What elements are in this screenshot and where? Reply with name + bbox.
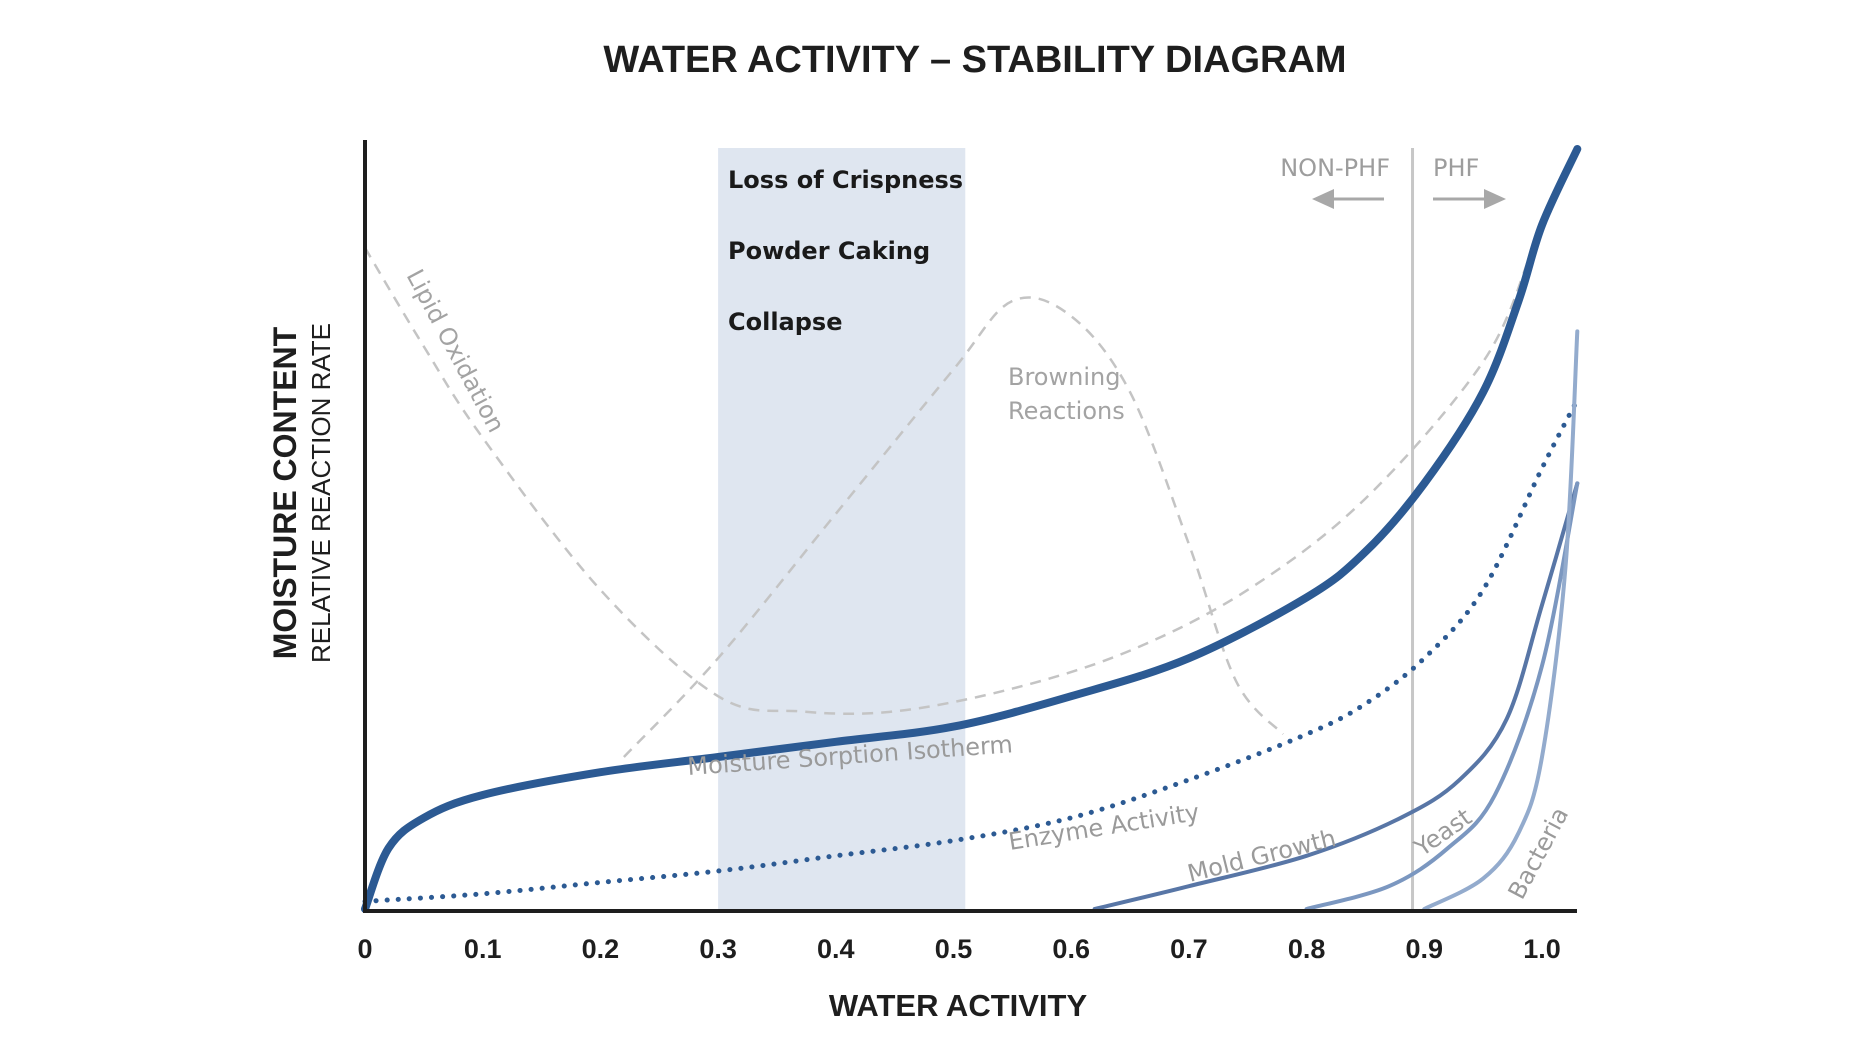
y-axis-title: MOISTURE CONTENT [267,326,303,659]
x-tick-layer: 0 0.1 0.2 0.3 0.4 0.5 0.6 0.7 0.8 0.9 1.0 [357,934,1560,964]
x-axis-title: WATER ACTIVITY [829,988,1088,1023]
y-axis-subtitle: RELATIVE REACTION RATE [306,323,336,663]
series-lipid-oxidation [363,247,1532,716]
x-tick-label: 0.5 [935,934,973,964]
band-label-crispness: Loss of Crispness [728,166,963,194]
series-layer [361,145,1582,913]
band-label-caking: Powder Caking [728,237,930,265]
bacteria-curve-label: Bacteria [1503,803,1575,904]
mold-curve-label: Mold Growth [1185,824,1339,888]
x-tick-label: 0 [357,934,372,964]
series-moisture-sorption-isotherm [361,145,1582,913]
x-tick-label: 0.7 [1170,934,1208,964]
series-bacteria [1422,329,1580,911]
x-tick-label: 0.2 [582,934,620,964]
lipid-curve-label: Lipid Oxidation [401,265,510,438]
non-phf-arrow-icon [1312,189,1384,209]
x-tick-label: 1.0 [1523,934,1561,964]
series-yeast [1304,481,1580,911]
chart-title: WATER ACTIVITY – STABILITY DIAGRAM [603,39,1346,81]
phf-label: PHF [1433,154,1479,182]
browning-curve-label-line1: Browning [1008,363,1120,391]
series-mold-growth [1092,481,1580,911]
crispness-band [718,148,966,909]
x-tick-label: 0.4 [817,934,855,964]
series-enzyme-activity [362,397,1580,904]
x-tick-label: 0.3 [699,934,737,964]
browning-curve-label-line2: Reactions [1008,397,1125,425]
band-label-collapse: Collapse [728,308,843,336]
x-tick-label: 0.8 [1288,934,1326,964]
enzyme-curve-label: Enzyme Activity [1007,798,1202,856]
series-browning-reactions [622,296,1285,758]
phf-arrow-icon [1433,189,1506,209]
x-tick-label: 0.9 [1406,934,1444,964]
x-tick-label: 0.1 [464,934,502,964]
x-tick-label: 0.6 [1052,934,1090,964]
non-phf-label: NON-PHF [1280,154,1390,182]
